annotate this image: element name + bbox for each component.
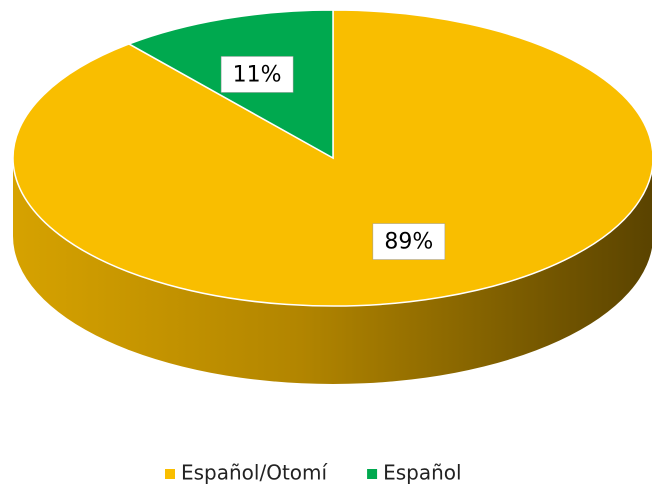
legend-label: Español [383,461,461,485]
label-box [220,56,294,93]
legend: Español/Otomí Español [165,461,462,485]
data-label: 89% [384,230,433,255]
legend-label: Español/Otomí [181,461,329,485]
legend-swatch [165,469,175,479]
legend-swatch [367,469,378,479]
pie-side [13,158,652,384]
label-box [372,223,446,260]
data-label: 11% [233,62,282,87]
pie: 89% 11% [12,9,652,384]
